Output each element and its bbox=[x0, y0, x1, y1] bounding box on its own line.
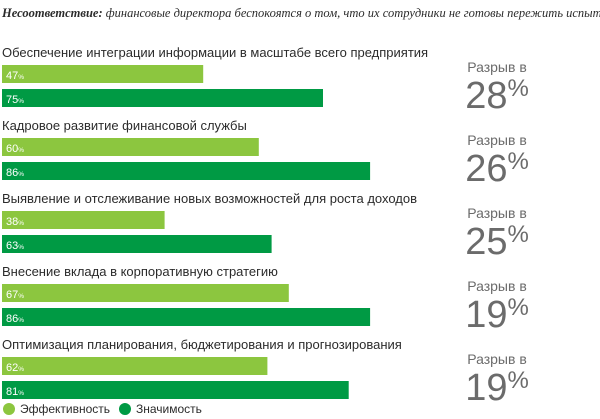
gap-label: Разрыв в bbox=[467, 351, 527, 367]
category-label: Обеспечение интеграции информации в масш… bbox=[2, 45, 428, 60]
value-percent-sign: % bbox=[18, 293, 24, 300]
value-percent-sign: % bbox=[18, 220, 24, 227]
value-number: 47 bbox=[6, 70, 18, 82]
gap-percent-sign: % bbox=[507, 148, 528, 175]
effectiveness-bar bbox=[2, 357, 267, 375]
value-percent-sign: % bbox=[18, 366, 24, 373]
effectiveness-bar bbox=[2, 138, 259, 156]
value-percent-sign: % bbox=[18, 98, 24, 105]
bar-chart: Обеспечение интеграции информации в масш… bbox=[0, 0, 600, 419]
legend-importance-swatch bbox=[119, 403, 131, 415]
gap-label: Разрыв в bbox=[467, 132, 527, 148]
value-percent-sign: % bbox=[18, 317, 24, 324]
value-percent-sign: % bbox=[18, 244, 24, 251]
value-number: 75 bbox=[6, 94, 18, 106]
effectiveness-bar bbox=[2, 284, 289, 302]
gap-number: 19 bbox=[465, 294, 507, 336]
value-number: 86 bbox=[6, 167, 18, 179]
legend-effectiveness-label: Эффективность bbox=[20, 402, 110, 416]
gap-value: 25% bbox=[465, 221, 529, 263]
value-percent-sign: % bbox=[18, 147, 24, 154]
gap-percent-sign: % bbox=[507, 221, 528, 248]
value-number: 86 bbox=[6, 313, 18, 325]
value-number: 60 bbox=[6, 143, 18, 155]
value-number: 38 bbox=[6, 216, 18, 228]
importance-bar bbox=[2, 89, 323, 107]
value-number: 63 bbox=[6, 240, 18, 252]
gap-label: Разрыв в bbox=[467, 205, 527, 221]
category-label: Внесение вклада в корпоративную стратеги… bbox=[2, 264, 278, 279]
gap-value: 28% bbox=[465, 75, 529, 117]
importance-bar bbox=[2, 162, 370, 180]
gap-label: Разрыв в bbox=[467, 278, 527, 294]
gap-percent-sign: % bbox=[507, 367, 528, 394]
effectiveness-bar bbox=[2, 211, 165, 229]
value-percent-sign: % bbox=[18, 74, 24, 81]
value-number: 81 bbox=[6, 386, 18, 398]
gap-number: 25 bbox=[465, 221, 507, 263]
category-label: Кадровое развитие финансовой службы bbox=[2, 118, 247, 133]
importance-bar bbox=[2, 308, 370, 326]
gap-number: 19 bbox=[465, 367, 507, 409]
legend-effectiveness-swatch bbox=[3, 403, 15, 415]
importance-bar bbox=[2, 381, 349, 399]
gap-label: Разрыв в bbox=[467, 59, 527, 75]
value-percent-sign: % bbox=[18, 390, 24, 397]
gap-percent-sign: % bbox=[507, 75, 528, 102]
effectiveness-bar bbox=[2, 65, 203, 83]
value-number: 62 bbox=[6, 362, 18, 374]
value-percent-sign: % bbox=[18, 171, 24, 178]
gap-value: 19% bbox=[465, 294, 529, 336]
legend-importance-label: Значимость bbox=[136, 402, 202, 416]
category-label: Выявление и отслеживание новых возможнос… bbox=[2, 191, 417, 206]
category-label: Оптимизация планирования, бюджетирования… bbox=[2, 337, 402, 352]
gap-value: 19% bbox=[465, 367, 529, 409]
gap-number: 28 bbox=[465, 75, 507, 117]
gap-value: 26% bbox=[465, 148, 529, 190]
gap-number: 26 bbox=[465, 148, 507, 190]
importance-bar bbox=[2, 235, 272, 253]
value-number: 67 bbox=[6, 289, 18, 301]
gap-percent-sign: % bbox=[507, 294, 528, 321]
